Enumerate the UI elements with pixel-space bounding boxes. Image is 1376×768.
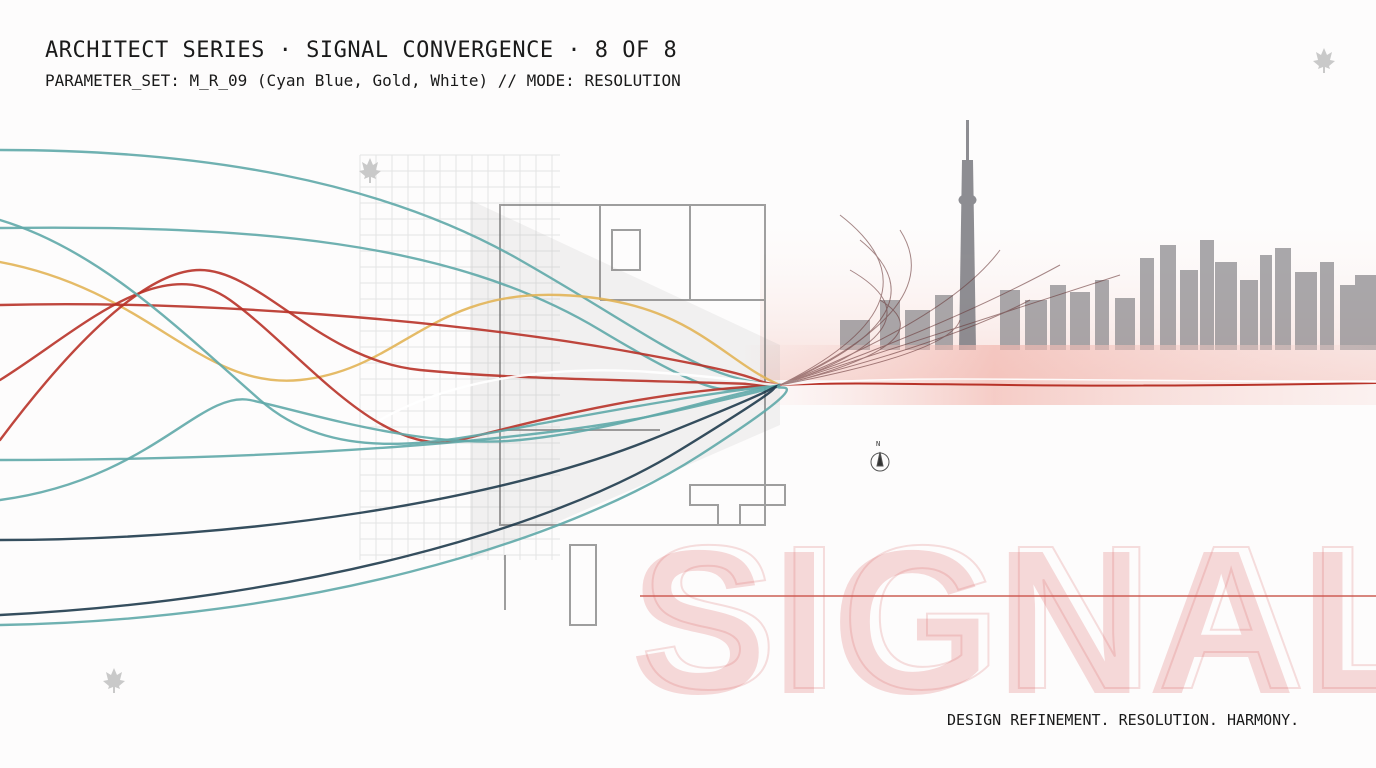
signal-curve <box>378 369 782 422</box>
signal-curve <box>0 383 782 617</box>
skyline-building <box>1025 300 1047 350</box>
maple-leaf-icon <box>103 48 1335 693</box>
ray-line <box>779 249 1001 386</box>
signal-curve <box>0 218 782 446</box>
compass-icon <box>870 451 890 472</box>
ray-line <box>779 214 884 386</box>
ray-line <box>779 239 892 386</box>
ray-line <box>779 299 1031 386</box>
skyline-rays <box>779 214 1121 386</box>
headline-outline: SIGNAL <box>639 503 1376 732</box>
skyline-building <box>1000 290 1020 350</box>
skyline-building <box>1240 280 1258 350</box>
skyline-building <box>905 310 930 350</box>
signal-curve <box>0 268 782 442</box>
signal-curves <box>0 148 789 627</box>
skyline-building <box>1115 298 1135 350</box>
parameter-set: PARAMETER_SET: M_R_09 (Cyan Blue, Gold, … <box>45 71 681 90</box>
ray-line <box>779 269 888 386</box>
series-title: ARCHITECT SERIES · SIGNAL CONVERGENCE · … <box>45 38 678 63</box>
signal-curve <box>0 226 782 391</box>
resolved-white-line <box>779 378 1376 386</box>
headline: SIGNAL <box>630 508 1376 737</box>
floor-plan <box>499 204 786 626</box>
convergence-beam <box>740 345 1376 405</box>
skyline-building <box>935 295 953 350</box>
ray-line <box>779 319 961 386</box>
resolved-signal-line <box>779 382 1376 387</box>
cn-tower <box>958 120 977 350</box>
skyline-building <box>1355 275 1376 350</box>
signal-curve <box>0 383 789 627</box>
compass-label: N <box>876 440 881 448</box>
signal-curve <box>0 282 782 444</box>
ray-line <box>779 274 1121 386</box>
skyline-building <box>1160 245 1176 350</box>
skyline-building <box>1215 262 1237 350</box>
signal-curve <box>0 260 782 387</box>
skyline-building <box>1095 280 1109 350</box>
skyline-building <box>1070 292 1090 350</box>
ray-line <box>779 229 912 386</box>
skyline-building <box>1260 255 1272 350</box>
skyline-building <box>1050 285 1066 350</box>
tagline: DESIGN REFINEMENT. RESOLUTION. HARMONY. <box>947 711 1300 729</box>
skyline-building <box>1320 262 1334 350</box>
ray-line <box>779 299 901 386</box>
skyline-building <box>1275 248 1291 350</box>
signal-curve <box>0 303 782 387</box>
skyline-building <box>1140 258 1154 350</box>
skyline-building <box>1295 272 1317 350</box>
skyline-building <box>1200 240 1214 350</box>
skyline-building <box>1180 270 1198 350</box>
ray-line <box>779 264 1061 386</box>
signal-curve <box>0 383 782 542</box>
